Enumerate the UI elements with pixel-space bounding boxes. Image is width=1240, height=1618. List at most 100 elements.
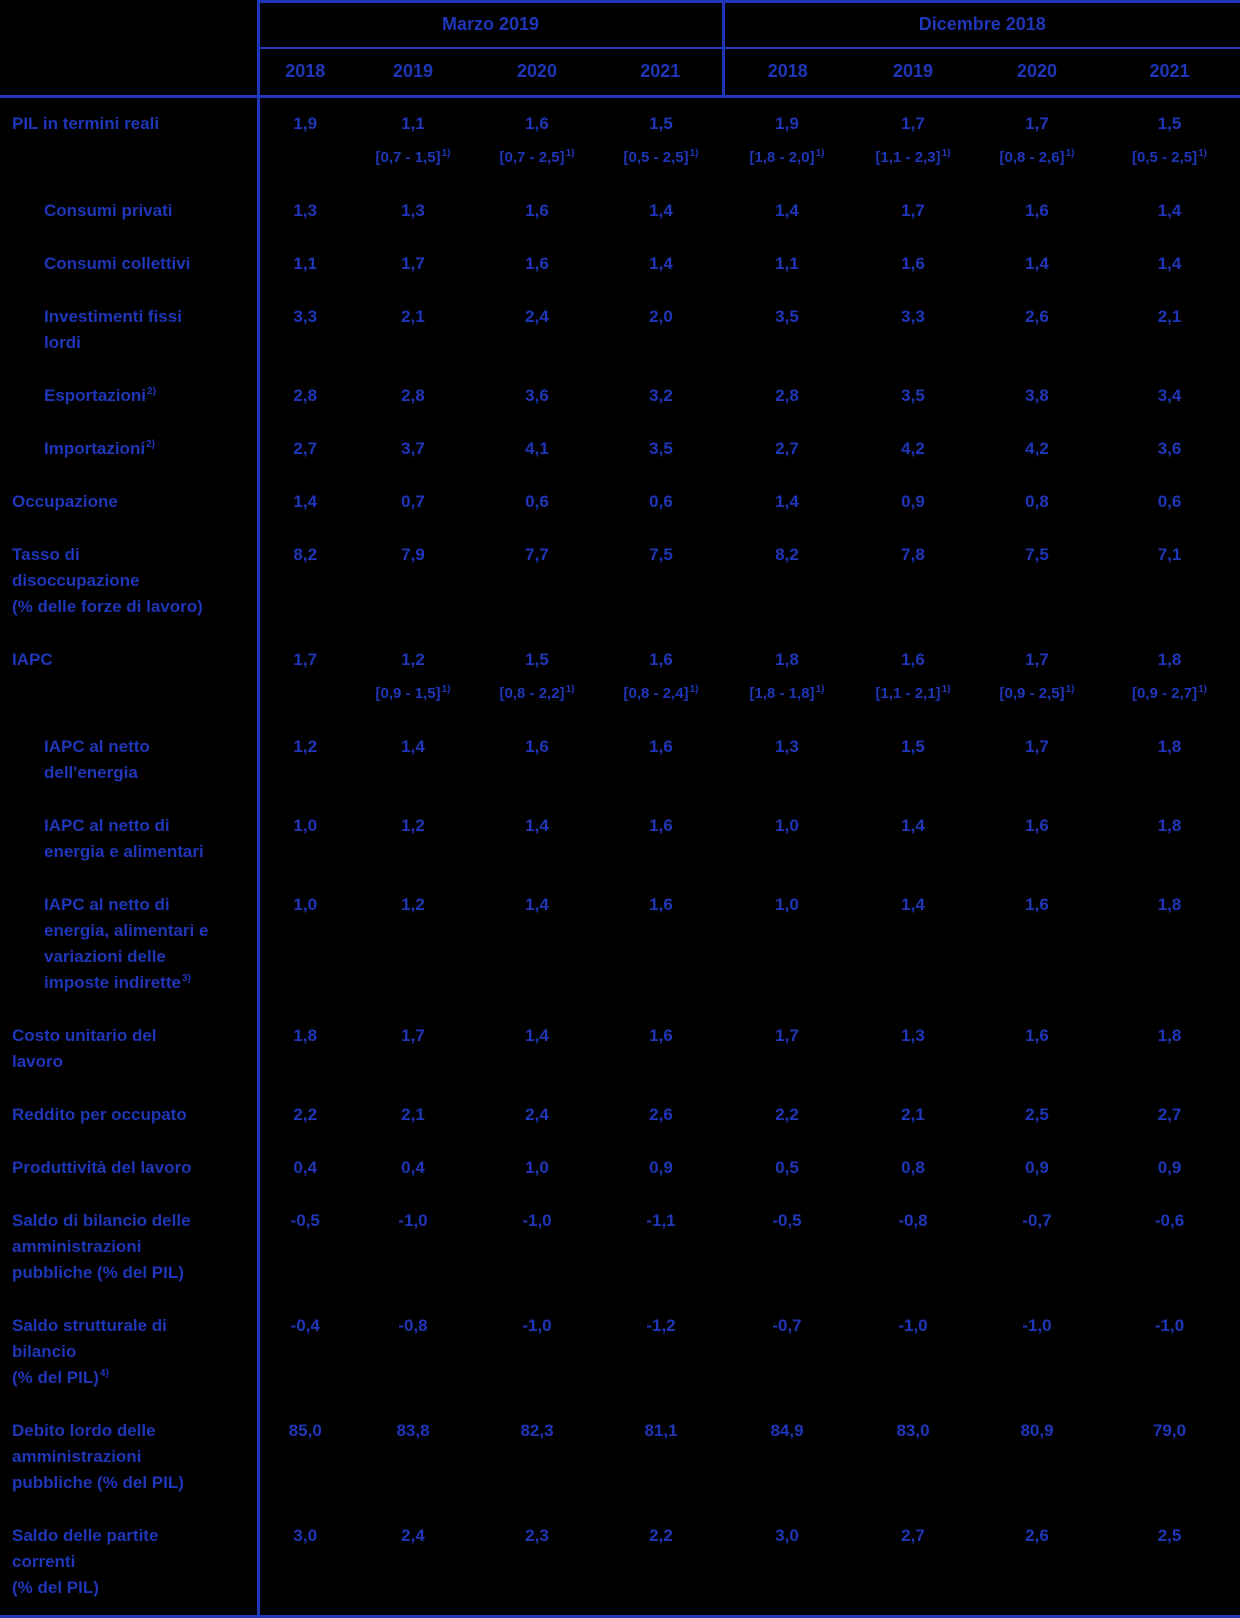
year-header: 2020	[975, 48, 1099, 98]
year-header: 2019	[851, 48, 975, 98]
footnote-marker: 4)	[99, 1368, 109, 1380]
range-value: [1,8 - 2,0]1)	[749, 148, 825, 167]
value-cell: 1,6	[649, 816, 673, 835]
value-cell: -0,8	[398, 1316, 428, 1335]
value-cell: 1,3	[901, 1026, 925, 1045]
value-cell: 1,8	[1157, 737, 1182, 756]
value-cell: 3,6	[1157, 439, 1182, 458]
value-cell: 2,8	[293, 386, 318, 405]
value-cell: 1,1	[775, 254, 799, 273]
value-cell: 1,0	[293, 816, 318, 835]
value-cell: 1,4	[775, 492, 799, 511]
range-value: [1,1 - 2,1]1)	[875, 684, 951, 703]
footnote-marker: 2)	[146, 439, 155, 451]
value-cell: -0,5	[290, 1211, 320, 1230]
value-cell: 7,5	[649, 545, 673, 564]
value-cell: 2,6	[1025, 307, 1049, 326]
header-group-row: Marzo 2019 Dicembre 2018	[0, 0, 1240, 98]
value-cell: 1,8	[293, 1026, 318, 1045]
value-cell: 1,4	[525, 816, 549, 835]
value-cell: 1,5 [0,8 - 2,2]1)	[475, 634, 599, 721]
value-cell: 81,1	[644, 1421, 678, 1440]
year-header: 2021	[1099, 48, 1240, 98]
year-header: 2020	[475, 48, 599, 98]
value-cell: 1,2	[401, 895, 425, 914]
row-label: Saldo delle partite correnti (% del PIL)	[0, 1510, 260, 1618]
range-value: [1,8 - 1,8]1)	[749, 684, 825, 703]
value-cell: 3,4	[1157, 386, 1182, 405]
value-cell: 3,7	[401, 439, 425, 458]
value-cell: 1,6	[1025, 895, 1049, 914]
value-cell: 1,4	[1025, 254, 1049, 273]
table-row: PIL in termini reali 1,9 1,1 [0,7 - 1,5]1) 1…	[0, 96, 1240, 186]
table-row: IAPC 1,7 1,2 [0,9 - 1,5]1) 1,5 [0,8 - 2,2]1) 1…	[0, 634, 1240, 721]
value-cell: 1,6	[901, 254, 925, 273]
value-cell: 2,2	[293, 1105, 318, 1124]
footnote-marker: 1)	[441, 684, 451, 695]
value-cell: 3,0	[258, 1510, 351, 1618]
header-year-row: 2018 2019 2020 2021 2018 2019 2020 2021	[0, 48, 1240, 98]
value-cell: 1,7	[901, 201, 925, 220]
row-label: PIL in termini reali	[0, 96, 260, 185]
value-cell: 1,7 [0,8 - 2,6]1)	[975, 97, 1099, 186]
value-cell: 79,0	[1152, 1421, 1187, 1440]
value-cell: 1,2	[401, 816, 425, 835]
value-cell: 1,4	[293, 492, 318, 511]
year-header: 2019	[351, 48, 475, 98]
value-cell: 1,7 [1,1 - 2,3]1)	[851, 97, 975, 186]
value-cell: -0,4	[290, 1316, 320, 1335]
value-cell: 4,2	[901, 439, 925, 458]
value-cell: 1,7	[775, 1026, 799, 1045]
table-row: Esportazioni2) 2,8 2,8 3,6 3,2 2,8 3,5 3,8 3,4	[0, 370, 1240, 423]
range-value: [0,5 - 2,5]1)	[623, 148, 699, 167]
range-value: [0,8 - 2,6]1)	[999, 148, 1075, 167]
value-cell: 2,7	[775, 439, 799, 458]
value-cell: 4,2	[1025, 439, 1049, 458]
year-header: 2021	[599, 48, 725, 98]
value-cell: 0,6	[649, 492, 673, 511]
value-cell: 1,4	[649, 201, 673, 220]
range-value: [0,7 - 2,5]1)	[499, 148, 575, 167]
value-cell: 0,4	[293, 1158, 318, 1177]
footnote-marker: 1)	[1198, 148, 1207, 159]
value-cell: 3,0	[723, 1510, 851, 1618]
value-cell: 3,3	[901, 307, 925, 326]
value-cell: 1,0	[775, 816, 799, 835]
table-row: Saldo di bilancio delle amministrazioni pu…	[0, 1195, 1240, 1300]
value-cell: 2,1	[401, 307, 425, 326]
value-cell: 0,8	[901, 1158, 925, 1177]
row-label: Costo unitario del lavoro	[0, 1010, 260, 1089]
value-cell: 2,7	[851, 1510, 975, 1618]
value-cell: 7,8	[901, 545, 925, 564]
value-cell: 1,4	[901, 816, 925, 835]
footnote-marker: 1)	[689, 148, 699, 159]
value-cell: 0,8	[1025, 492, 1049, 511]
value-cell: 1,8	[1157, 1026, 1182, 1045]
value-cell: 1,8	[1157, 895, 1182, 914]
value-cell: 1,1 [0,7 - 1,5]1)	[351, 97, 475, 186]
value-cell: 2,0	[649, 307, 673, 326]
value-cell: 3,5	[901, 386, 925, 405]
range-value: [0,9 - 2,7]1)	[1132, 684, 1207, 703]
value-cell: 1,5 [0,5 - 2,5]1)	[599, 97, 723, 186]
value-cell: 1,2	[293, 737, 318, 756]
value-cell: 83,8	[396, 1421, 430, 1440]
row-label: IAPC	[0, 634, 260, 721]
value-cell: 0,6	[525, 492, 549, 511]
footnote-marker: 2)	[147, 386, 156, 398]
value-cell: 2,3	[475, 1510, 599, 1618]
value-cell: 0,7	[401, 492, 425, 511]
value-cell: 2,2	[599, 1510, 723, 1618]
value-cell: 2,6	[975, 1510, 1099, 1618]
year-header: 2018	[723, 48, 851, 98]
table-row: Saldo strutturale di bilancio (% del PIL)4…	[0, 1300, 1240, 1405]
row-label: Saldo di bilancio delle amministrazioni pu…	[0, 1195, 260, 1300]
value-cell: 4,1	[525, 439, 549, 458]
row-label: Reddito per occupato	[0, 1089, 260, 1142]
row-label: Occupazione	[0, 476, 260, 529]
value-cell: 1,9	[293, 114, 318, 133]
footnote-marker: 1)	[941, 148, 951, 159]
table-row: Reddito per occupato 2,2 2,1 2,4 2,6 2,2 2,1 2,…	[0, 1089, 1240, 1142]
value-cell: 1,8	[1157, 816, 1182, 835]
range-value: [0,5 - 2,5]1)	[1132, 148, 1207, 167]
